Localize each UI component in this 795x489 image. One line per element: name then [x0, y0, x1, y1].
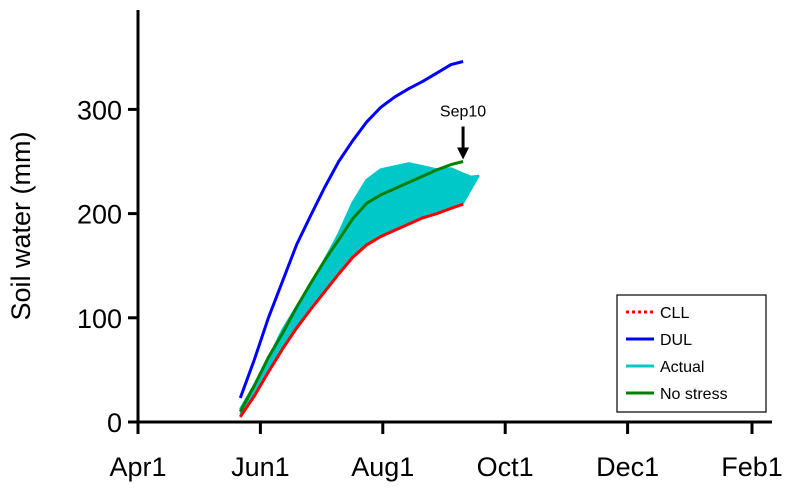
legend-label: DUL [660, 332, 692, 349]
series-cll-line [239, 202, 464, 418]
axis-layer [136, 10, 772, 424]
y-tick-label: 300 [77, 95, 122, 125]
legend-label: Actual [660, 359, 704, 376]
y-tick-label: 0 [107, 408, 122, 438]
tick-layer: Apr1 Jun1 Aug1 Oct1 Dec1 Feb1 0 100 200 300 [77, 95, 783, 482]
legend-items: CLL DUL Actual No stress [626, 305, 728, 403]
legend-label: CLL [660, 305, 689, 322]
x-tick-label: Apr1 [109, 452, 166, 482]
legend-label: No stress [660, 386, 728, 403]
x-tick-label: Feb1 [721, 452, 783, 482]
y-tick-label: 100 [77, 304, 122, 334]
x-tick-label: Aug1 [351, 452, 414, 482]
annotation-arrow-head [457, 147, 470, 160]
y-tick-label: 200 [77, 200, 122, 230]
y-axis-label: Soil water (mm) [6, 131, 36, 320]
sep10-annotation: Sep10 [440, 104, 486, 160]
x-tick-label: Jun1 [231, 452, 290, 482]
line-layer [238, 60, 464, 418]
x-tick-label: Oct1 [477, 452, 534, 482]
annotation-label: Sep10 [440, 104, 486, 121]
legend: CLL DUL Actual No stress [616, 294, 767, 413]
series-dul-line [238, 60, 464, 399]
series-no-stress-line [238, 160, 464, 413]
x-tick-label: Dec1 [596, 452, 659, 482]
